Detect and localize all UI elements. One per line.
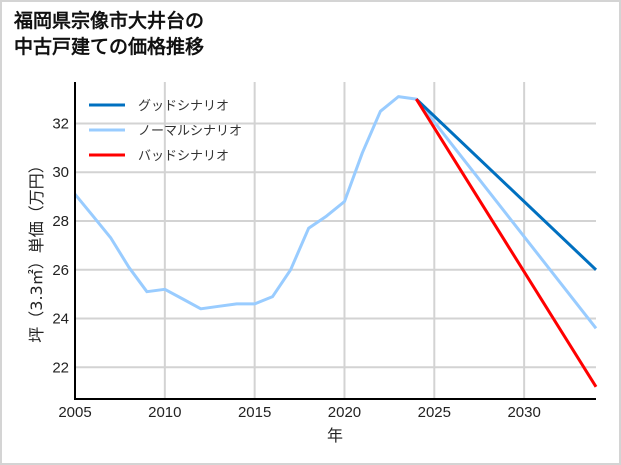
x-tick-labels: 2005 2010 2015 2020 2025 2030 [58,404,541,421]
y-tick-label: 30 [52,164,69,181]
series-line [415,98,598,388]
y-tick-label: 22 [52,359,69,376]
chart-title-line1: 福岡県宗像市大井台の [14,10,205,32]
chart-title: 福岡県宗像市大井台の 中古戸建ての価格推移 [14,8,204,60]
chart-title-line2: 中古戸建ての価格推移 [14,36,205,58]
x-tick-label: 2025 [418,404,451,421]
y-tick-label: 32 [52,115,69,132]
legend-label: バッドシナリオ [138,149,229,164]
x-tick-label: 2015 [238,404,271,421]
y-tick-labels: 22 24 26 28 30 32 [52,115,69,376]
x-tick-label: 2030 [507,404,540,421]
legend-label: ノーマルシナリオ [138,124,242,139]
x-tick-label: 2010 [148,404,181,421]
legend-label: グッドシナリオ [138,99,229,114]
y-tick-label: 24 [52,311,69,328]
x-tick-label: 2005 [58,404,91,421]
y-tick-label: 28 [52,213,69,230]
y-axis-label: 坪（3.3㎡）単価（万円） [27,157,46,342]
axes [74,82,596,400]
series-line [73,95,598,330]
x-axis-label: 年 [327,426,343,445]
series-line [415,98,598,271]
series-lines [73,95,598,388]
grid-lines [75,82,596,399]
y-tick-label: 26 [52,262,69,279]
x-tick-label: 2020 [328,404,361,421]
